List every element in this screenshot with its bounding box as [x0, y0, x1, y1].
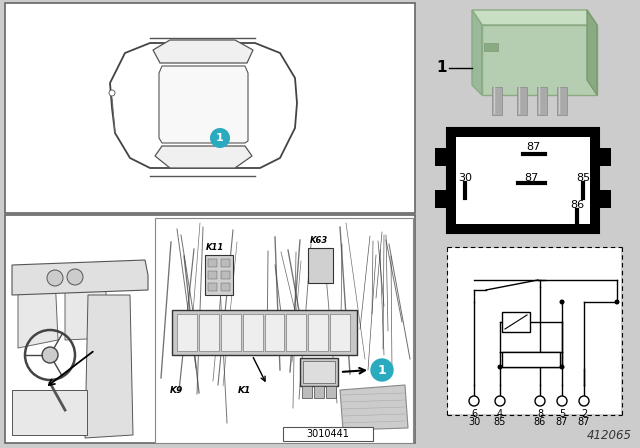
Bar — [326, 386, 336, 398]
Polygon shape — [587, 10, 597, 95]
Text: 87: 87 — [524, 173, 538, 183]
Bar — [264, 314, 284, 351]
Polygon shape — [340, 385, 408, 430]
Polygon shape — [472, 10, 482, 95]
Text: 3010441: 3010441 — [307, 429, 349, 439]
Bar — [303, 361, 335, 383]
Text: 85: 85 — [576, 173, 590, 183]
Circle shape — [42, 347, 58, 363]
Polygon shape — [110, 43, 297, 168]
Bar — [598, 190, 611, 208]
Bar — [283, 427, 373, 441]
Bar — [492, 87, 502, 115]
Circle shape — [559, 365, 564, 370]
Text: K11: K11 — [206, 243, 224, 252]
Bar — [5, 215, 415, 443]
Bar — [456, 137, 590, 224]
Bar — [598, 148, 611, 166]
Circle shape — [579, 396, 589, 406]
Polygon shape — [153, 40, 253, 63]
Text: 87: 87 — [578, 417, 590, 427]
Bar — [447, 128, 599, 233]
Bar — [5, 3, 415, 213]
Polygon shape — [65, 270, 108, 340]
Bar — [286, 314, 307, 351]
Bar — [300, 358, 338, 386]
Bar — [208, 271, 217, 279]
Circle shape — [557, 396, 567, 406]
Text: 8: 8 — [537, 409, 543, 419]
Circle shape — [614, 300, 620, 305]
Bar — [221, 283, 230, 291]
Text: 30: 30 — [468, 417, 480, 427]
Polygon shape — [18, 275, 58, 348]
Bar — [208, 283, 217, 291]
Polygon shape — [159, 66, 248, 143]
Text: 86: 86 — [570, 200, 584, 210]
Text: 4: 4 — [497, 409, 503, 419]
Bar — [199, 314, 219, 351]
Text: K9: K9 — [170, 386, 183, 395]
Bar — [330, 314, 350, 351]
Bar — [243, 314, 262, 351]
Bar — [221, 314, 241, 351]
Text: 1: 1 — [436, 60, 447, 76]
Bar — [484, 43, 498, 51]
Text: 2: 2 — [581, 409, 587, 419]
Circle shape — [67, 269, 83, 285]
Bar — [502, 352, 560, 367]
Polygon shape — [155, 146, 252, 168]
Bar — [314, 386, 324, 398]
Bar — [221, 259, 230, 267]
Circle shape — [109, 90, 115, 96]
Text: 6: 6 — [471, 409, 477, 419]
Bar — [435, 190, 448, 208]
Bar — [155, 218, 413, 443]
Polygon shape — [472, 10, 597, 25]
Bar — [177, 314, 197, 351]
Bar — [448, 248, 621, 414]
Circle shape — [210, 128, 230, 148]
Bar — [537, 87, 547, 115]
Bar — [221, 271, 230, 279]
Circle shape — [469, 396, 479, 406]
Polygon shape — [12, 260, 148, 295]
Bar — [502, 312, 530, 332]
Bar — [557, 87, 567, 115]
Bar — [308, 314, 328, 351]
Text: 412065: 412065 — [587, 429, 632, 442]
Text: 87: 87 — [556, 417, 568, 427]
Polygon shape — [482, 25, 597, 95]
Text: 1: 1 — [378, 363, 387, 376]
Text: 86: 86 — [534, 417, 546, 427]
Circle shape — [47, 270, 63, 286]
Bar — [172, 310, 357, 355]
Circle shape — [495, 396, 505, 406]
Text: K1: K1 — [238, 386, 252, 395]
Bar — [208, 259, 217, 267]
Text: 30: 30 — [458, 173, 472, 183]
Text: 87: 87 — [526, 142, 540, 152]
Bar — [205, 255, 233, 295]
Text: 1: 1 — [216, 133, 224, 143]
Bar — [302, 386, 312, 398]
Text: K63: K63 — [310, 236, 328, 245]
Circle shape — [559, 300, 564, 305]
Polygon shape — [85, 295, 133, 438]
Circle shape — [497, 365, 502, 370]
Circle shape — [535, 396, 545, 406]
Text: 85: 85 — [494, 417, 506, 427]
Text: 5: 5 — [559, 409, 565, 419]
Bar — [517, 87, 527, 115]
Bar — [12, 390, 87, 435]
Bar — [308, 248, 333, 283]
Bar — [435, 148, 448, 166]
Circle shape — [371, 359, 393, 381]
